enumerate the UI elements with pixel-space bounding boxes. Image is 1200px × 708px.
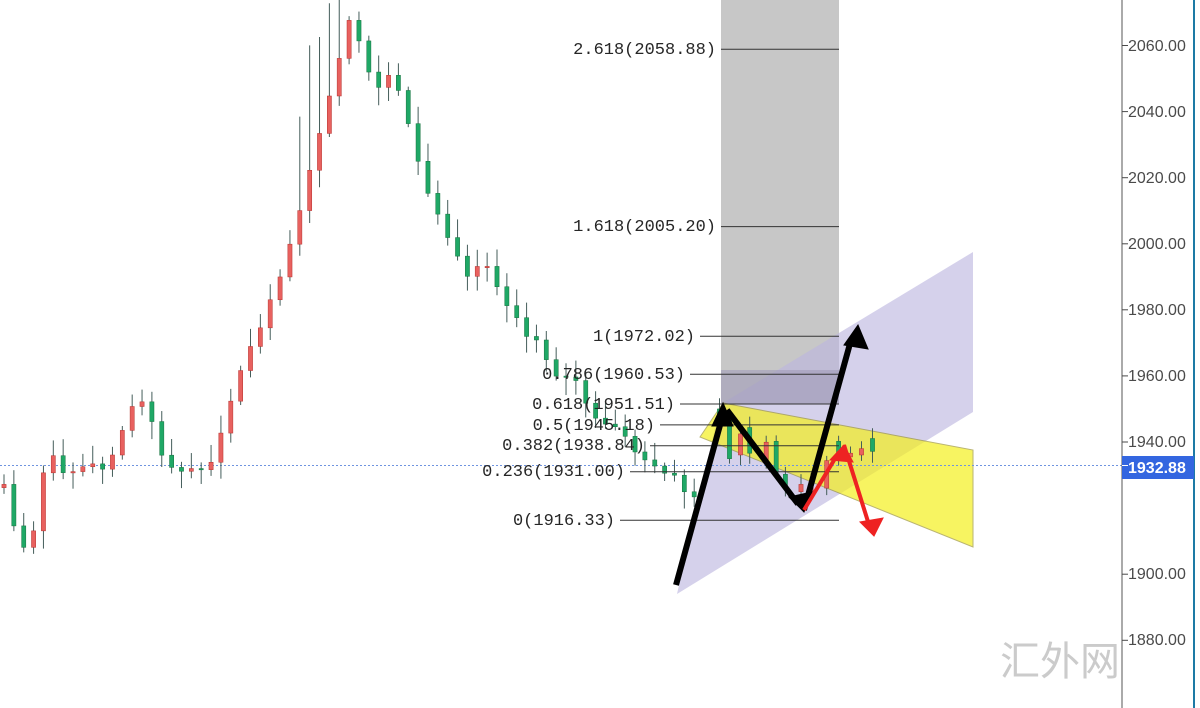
svg-text:1932.88: 1932.88	[1128, 460, 1186, 477]
svg-text:1900.00: 1900.00	[1128, 566, 1186, 583]
svg-text:2040.00: 2040.00	[1128, 104, 1186, 121]
svg-text:0.618(1951.51): 0.618(1951.51)	[532, 396, 675, 415]
svg-text:0.786(1960.53): 0.786(1960.53)	[542, 366, 685, 385]
svg-text:0.236(1931.00): 0.236(1931.00)	[482, 463, 625, 482]
svg-text:0(1916.33): 0(1916.33)	[513, 512, 615, 531]
svg-text:1880.00: 1880.00	[1128, 632, 1186, 649]
svg-text:0.5(1945.18): 0.5(1945.18)	[533, 417, 655, 436]
svg-text:2000.00: 2000.00	[1128, 236, 1186, 253]
svg-text:2020.00: 2020.00	[1128, 170, 1186, 187]
svg-text:1960.00: 1960.00	[1128, 368, 1186, 385]
svg-text:1940.00: 1940.00	[1128, 434, 1186, 451]
svg-text:0.382(1938.84): 0.382(1938.84)	[502, 437, 645, 456]
svg-text:汇外网: 汇外网	[1000, 629, 1120, 687]
svg-text:1(1972.02): 1(1972.02)	[593, 328, 695, 347]
svg-text:2.618(2058.88): 2.618(2058.88)	[573, 41, 716, 60]
svg-text:2060.00: 2060.00	[1128, 38, 1186, 55]
svg-text:1.618(2005.20): 1.618(2005.20)	[573, 218, 716, 237]
svg-text:1980.00: 1980.00	[1128, 302, 1186, 319]
